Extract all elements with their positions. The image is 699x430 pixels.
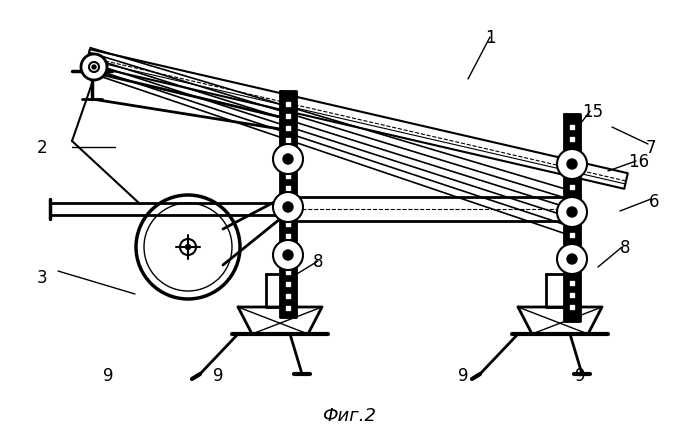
Text: 2: 2 xyxy=(36,139,48,157)
Polygon shape xyxy=(266,274,294,307)
Circle shape xyxy=(283,250,293,261)
Text: 9: 9 xyxy=(458,366,468,384)
Text: 16: 16 xyxy=(628,153,649,171)
Text: 9: 9 xyxy=(575,366,585,384)
Circle shape xyxy=(180,240,196,255)
Text: 3: 3 xyxy=(36,268,48,286)
Text: 8: 8 xyxy=(312,252,323,270)
Circle shape xyxy=(557,244,587,274)
Circle shape xyxy=(92,66,96,70)
Circle shape xyxy=(567,208,577,218)
Text: 9: 9 xyxy=(103,366,113,384)
Circle shape xyxy=(89,63,99,73)
Circle shape xyxy=(567,160,577,169)
Circle shape xyxy=(273,144,303,175)
Polygon shape xyxy=(280,92,296,317)
Polygon shape xyxy=(296,197,564,221)
Polygon shape xyxy=(518,307,602,334)
Circle shape xyxy=(273,193,303,222)
Text: 6: 6 xyxy=(649,193,659,211)
Text: Фиг.2: Фиг.2 xyxy=(322,406,376,424)
Circle shape xyxy=(567,255,577,264)
Polygon shape xyxy=(50,203,280,215)
Circle shape xyxy=(81,55,107,81)
Circle shape xyxy=(557,197,587,227)
Text: 1: 1 xyxy=(484,29,496,47)
Circle shape xyxy=(273,240,303,270)
Text: 7: 7 xyxy=(646,139,656,157)
Text: 8: 8 xyxy=(620,239,630,256)
Circle shape xyxy=(557,150,587,180)
Polygon shape xyxy=(238,307,322,334)
Polygon shape xyxy=(564,115,580,321)
Circle shape xyxy=(283,155,293,165)
Text: 9: 9 xyxy=(212,366,223,384)
Polygon shape xyxy=(86,50,628,189)
Circle shape xyxy=(283,203,293,212)
Circle shape xyxy=(185,245,191,250)
Polygon shape xyxy=(546,274,574,307)
Text: 15: 15 xyxy=(582,103,603,121)
